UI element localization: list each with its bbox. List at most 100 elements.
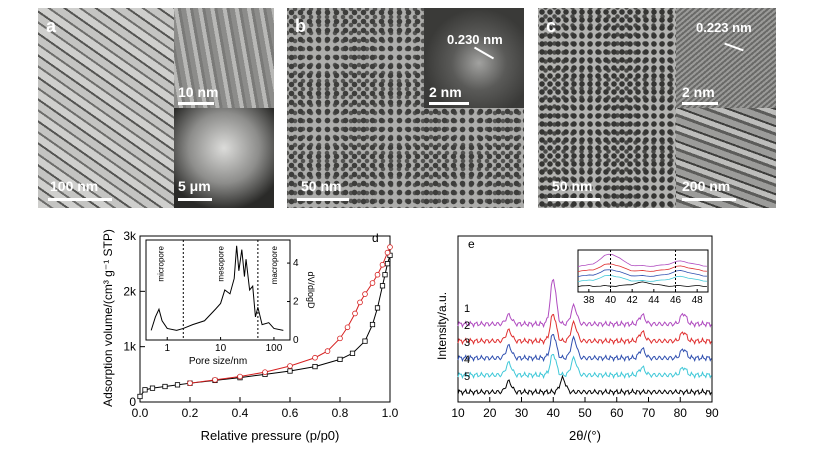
- data-point-d: [137, 393, 143, 400]
- scale-label-a-top: 10 nm: [178, 84, 219, 100]
- inset-y-tick-label-d: 2: [293, 297, 299, 308]
- scale-bar-a-bottom: [178, 198, 212, 201]
- y-tick-label-d: 0: [129, 395, 136, 409]
- inset-pattern-e: [577, 269, 707, 278]
- data-point-d: [149, 385, 156, 391]
- x-axis-label-d: Relative pressure (p/p0): [201, 428, 340, 443]
- data-point-d: [384, 261, 391, 267]
- data-point-d: [369, 321, 376, 328]
- inset-x-tick-label-d: 1: [164, 343, 170, 354]
- micrograph-b: b 0.230 nm 2 nm 50 nm: [287, 8, 524, 208]
- scale-label-b-inset: 2 nm: [429, 84, 462, 100]
- x-axis-label-e: 2θ/(°): [569, 428, 601, 443]
- xrd-pattern-e: [457, 353, 712, 380]
- x-tick-label-d: 0.8: [332, 406, 349, 420]
- scale-bar-a-main: [48, 198, 112, 201]
- plot-frame-d: [139, 235, 391, 403]
- data-point-d: [162, 383, 168, 390]
- scale-label-b-main: 50 nm: [301, 178, 342, 194]
- panel-letter-d: d: [372, 231, 379, 245]
- inset-x-tick-label-e: 48: [692, 295, 704, 306]
- x-tick-label-d: 0.0: [132, 406, 149, 420]
- y-tick-label-d: 2k: [123, 284, 137, 298]
- panel-letter-a: a: [46, 16, 57, 36]
- x-tick-label-e: 80: [674, 406, 688, 420]
- inset-region-label-d: micropore: [157, 245, 166, 281]
- inset-pattern-e: [577, 263, 707, 273]
- inset-x-tick-label-e: 40: [605, 295, 617, 306]
- inset-frame-e: [577, 249, 709, 293]
- x-tick-label-d: 0.4: [232, 406, 249, 420]
- inset-pattern-e: [577, 275, 707, 283]
- x-tick-label-e: 60: [610, 406, 624, 420]
- x-tick-label-e: 70: [642, 406, 656, 420]
- inset-x-label-d: Pore size/nm: [189, 356, 247, 367]
- micrograph-c: c 0.223 nm 2 nm 50 nm 200 nm: [538, 8, 776, 208]
- data-point-d: [237, 373, 243, 380]
- scale-label-c-top: 2 nm: [682, 84, 715, 100]
- data-point-d: [379, 261, 386, 268]
- scale-bar-c-bottom: [682, 198, 736, 201]
- data-point-d: [387, 244, 393, 250]
- data-point-d: [384, 249, 391, 256]
- series-label-e: 3: [464, 337, 470, 349]
- y-axis-label-d: Adsorption volume/(cm³ g⁻¹ STP): [101, 229, 115, 407]
- panel-letter-b: b: [295, 16, 306, 36]
- x-tick-label-d: 0.2: [182, 406, 199, 420]
- x-tick-label-e: 40: [547, 406, 561, 420]
- scale-bar-a-top: [178, 102, 214, 105]
- tem-c-main: [538, 8, 676, 208]
- data-point-d: [369, 280, 376, 286]
- inset-x-tick-label-e: 42: [627, 295, 639, 306]
- data-point-d: [212, 377, 218, 383]
- tem-a-main: [38, 8, 174, 208]
- lattice-label-c: 0.223 nm: [696, 20, 752, 35]
- data-point-d: [362, 291, 368, 297]
- scale-bar-c-main: [548, 198, 600, 201]
- inset-x-tick-label-d: 100: [266, 343, 283, 354]
- tem-b-inset: [424, 8, 524, 108]
- data-point-d: [337, 335, 343, 342]
- data-point-d: [142, 387, 148, 393]
- scale-label-c-main: 50 nm: [552, 178, 593, 194]
- series-label-e: 2: [464, 320, 470, 332]
- data-point-d: [379, 283, 386, 289]
- data-point-d: [337, 356, 343, 362]
- data-point-d: [312, 363, 318, 370]
- scale-bar-b-main: [297, 198, 349, 201]
- data-point-d: [362, 338, 368, 344]
- panel-letter-c: c: [546, 16, 557, 36]
- inset-pattern-e: [577, 281, 707, 288]
- lattice-label-b: 0.230 nm: [447, 32, 503, 47]
- x-tick-label-d: 0.6: [282, 406, 299, 420]
- tem-c-inset-top: [676, 8, 776, 108]
- data-point-d: [374, 305, 381, 311]
- scale-bar-b-inset: [429, 102, 469, 105]
- series-label-e: 4: [464, 354, 470, 366]
- y-tick-label-d: 1k: [123, 340, 137, 354]
- inset-y-tick-label-d: 0: [293, 335, 299, 346]
- xrd-pattern-e: [457, 313, 712, 346]
- xrd-pattern-e: [457, 374, 712, 397]
- data-point-d: [374, 271, 381, 278]
- data-point-d: [262, 369, 268, 375]
- data-point-d: [352, 310, 358, 317]
- scale-bar-c-top: [682, 102, 718, 105]
- tem-a-inset-bottom: [174, 108, 274, 208]
- inset-pattern-e: [577, 253, 707, 268]
- tem-a-inset-top: [174, 8, 274, 108]
- scale-label-c-bottom: 200 nm: [682, 178, 731, 194]
- inset-region-label-d: macropore: [270, 245, 279, 284]
- inset-x-tick-label-e: 44: [648, 295, 660, 306]
- data-point-d: [349, 350, 356, 356]
- data-point-d: [357, 299, 363, 306]
- data-point-d: [312, 354, 318, 361]
- x-tick-label-e: 10: [451, 406, 465, 420]
- x-tick-label-e: 20: [483, 406, 497, 420]
- xrd-chart: 10 20 30 40 50 60 70 80 90 1 2 3 4 5 38 40 42 44 46 48 e 2θ…: [435, 235, 719, 443]
- data-point-d: [324, 348, 331, 354]
- y-axis-label-e: Intensity/a.u.: [435, 292, 449, 360]
- y-tick-label-d: 3k: [123, 229, 137, 243]
- data-point-d: [287, 368, 293, 374]
- series-label-e: 5: [464, 371, 470, 383]
